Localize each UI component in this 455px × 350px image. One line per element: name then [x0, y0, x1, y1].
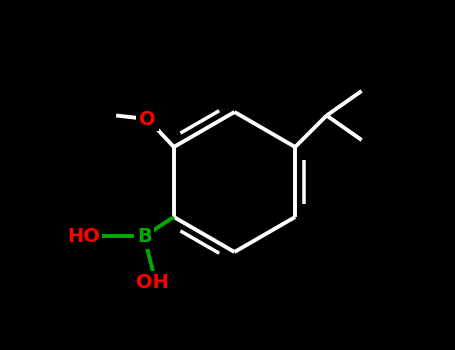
Text: B: B: [137, 227, 152, 246]
Text: O: O: [139, 110, 156, 128]
Text: HO: HO: [67, 227, 101, 246]
Text: OH: OH: [136, 273, 169, 292]
